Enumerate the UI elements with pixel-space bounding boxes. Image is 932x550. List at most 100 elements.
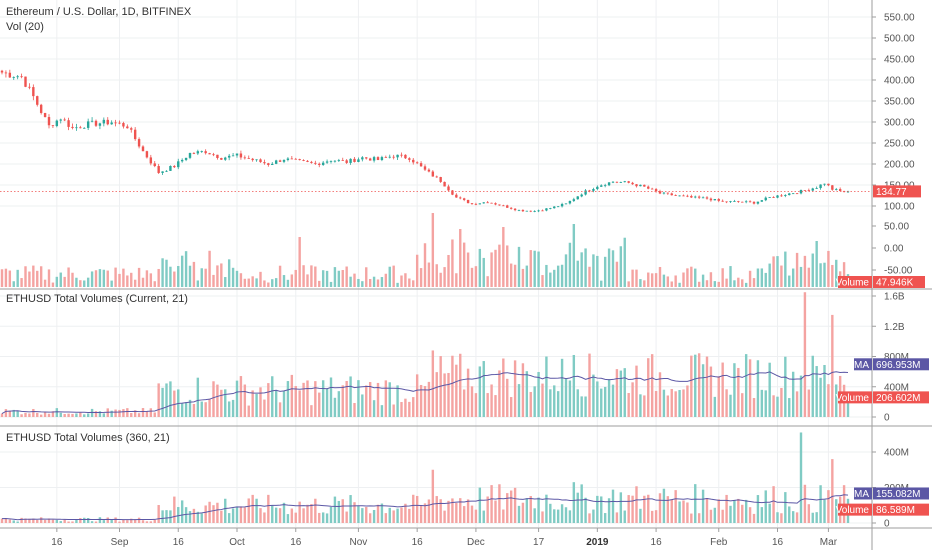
total-volume-current-bar-74 bbox=[290, 374, 294, 417]
total-volume-current-bar-52 bbox=[204, 402, 207, 417]
candle-body-0 bbox=[0, 70, 4, 73]
total-volume-current-bar-177 bbox=[694, 354, 697, 417]
total-volume-current-bar-193 bbox=[756, 360, 760, 417]
total-volume-current-bar-61 bbox=[239, 376, 243, 417]
candle-170 bbox=[666, 192, 670, 195]
volume-bar-175 bbox=[686, 268, 689, 287]
candle-body-186 bbox=[729, 201, 732, 203]
total-volume-current-bar-108 bbox=[423, 386, 427, 417]
total-volume-360-bar-104 bbox=[408, 508, 411, 523]
volume-bar-109 bbox=[427, 262, 431, 287]
total-volume-360-bar-17 bbox=[67, 521, 70, 523]
volume-bar-32 bbox=[126, 275, 129, 287]
total-volume-current-bar-42 bbox=[165, 383, 168, 417]
candle-43 bbox=[169, 165, 172, 172]
total-volume-360-bar-73 bbox=[286, 514, 290, 523]
candle-body-20 bbox=[79, 127, 82, 129]
total-volume-current-bar-204 bbox=[799, 375, 803, 417]
candle-191 bbox=[748, 200, 752, 203]
volume-bar-55 bbox=[216, 265, 219, 287]
total-volume-current-bar-18 bbox=[71, 413, 74, 417]
total-volume-360-bar-48 bbox=[188, 511, 192, 523]
candle-188 bbox=[737, 200, 740, 203]
volume-bar-72 bbox=[282, 275, 286, 287]
candle-body-161 bbox=[631, 182, 634, 185]
candle-body-47 bbox=[184, 157, 188, 160]
volume-bar-145 bbox=[568, 242, 572, 287]
candle-body-84 bbox=[329, 161, 333, 162]
total-volume-current-bar-28 bbox=[110, 410, 113, 417]
total-volume-360-bar-196 bbox=[768, 503, 771, 523]
candle-64 bbox=[251, 157, 254, 162]
total-volume-current-bar-19 bbox=[75, 413, 78, 417]
total-volume-current-bar-172 bbox=[674, 391, 677, 417]
candle-body-111 bbox=[435, 176, 438, 178]
candle-53 bbox=[208, 152, 211, 155]
total-volume-current-bar-80 bbox=[314, 381, 317, 417]
candle-50 bbox=[196, 149, 200, 156]
total-volume-current-bar-31 bbox=[122, 409, 125, 417]
volume-bar-105 bbox=[412, 280, 415, 287]
volume-bar-102 bbox=[400, 275, 403, 287]
candle-76 bbox=[298, 158, 301, 161]
candle-body-80 bbox=[314, 162, 317, 164]
total-volume-360-bar-93 bbox=[365, 507, 368, 523]
volume-bar-73 bbox=[286, 279, 290, 287]
volume-bar-212 bbox=[831, 264, 834, 287]
total-volume-360-bar-35 bbox=[137, 517, 141, 523]
total-volume-current-bar-153 bbox=[600, 388, 603, 417]
candle-body-34 bbox=[133, 129, 137, 140]
candle-130 bbox=[509, 207, 513, 210]
total-volume-current-bar-115 bbox=[451, 355, 454, 417]
price-tick-label-7: 200.00 bbox=[884, 160, 915, 171]
total-volume-current-bar-109 bbox=[427, 381, 431, 417]
total-volume-360-bar-15 bbox=[59, 521, 62, 523]
total-volume-current-bar-194 bbox=[760, 389, 764, 417]
volume-bar-88 bbox=[345, 266, 348, 287]
total-volume-360-bar-61 bbox=[239, 506, 243, 523]
candle-204 bbox=[799, 189, 803, 195]
volume-bar-115 bbox=[451, 239, 454, 287]
volume-bar-8 bbox=[32, 265, 35, 287]
candle-body-76 bbox=[298, 159, 301, 161]
candle-168 bbox=[658, 189, 662, 195]
total-volume-360-bar-36 bbox=[141, 520, 145, 523]
volume-bar-49 bbox=[192, 261, 196, 287]
candle-189 bbox=[741, 201, 744, 203]
candle-183 bbox=[717, 198, 720, 203]
total-volume-360-bar-97 bbox=[380, 503, 384, 523]
volume-bar-116 bbox=[455, 273, 458, 287]
total-volume-360-bar-141 bbox=[553, 509, 556, 523]
total-volume-current-bar-189 bbox=[741, 393, 744, 417]
candle-body-113 bbox=[443, 181, 446, 187]
candle-112 bbox=[439, 176, 442, 183]
volume-bar-123 bbox=[482, 257, 485, 287]
pane2-tick-label-2: 800M bbox=[884, 352, 909, 363]
pane3-volume-value-badge: 86.589M bbox=[873, 503, 929, 516]
volume-bar-192 bbox=[752, 278, 756, 287]
candle-62 bbox=[243, 155, 247, 160]
total-volume-current-bar-120 bbox=[470, 386, 474, 417]
total-volume-current-bar-148 bbox=[580, 396, 583, 417]
candle-4 bbox=[16, 74, 19, 80]
total-volume-360-bar-29 bbox=[114, 517, 117, 523]
volume-bar-86 bbox=[337, 270, 341, 287]
total-volume-360-bar-169 bbox=[662, 488, 666, 523]
total-volume-current-bar-33 bbox=[130, 413, 133, 417]
candle-body-4 bbox=[16, 76, 19, 78]
volume-bar-61 bbox=[239, 273, 243, 287]
total-volume-current-bar-118 bbox=[462, 389, 466, 417]
candle-205 bbox=[803, 189, 807, 191]
total-volume-current-bar-134 bbox=[525, 371, 529, 417]
candle-body-85 bbox=[333, 160, 337, 162]
total-volume-current-bar-106 bbox=[415, 374, 419, 417]
candle-78 bbox=[306, 160, 309, 163]
volume-bar-60 bbox=[235, 270, 239, 287]
volume-bar-204 bbox=[799, 266, 803, 287]
pane2-tick-label-4: 0 bbox=[884, 413, 890, 424]
total-volume-360-bar-125 bbox=[490, 485, 493, 523]
candle-149 bbox=[584, 189, 587, 196]
candle-body-39 bbox=[153, 163, 156, 167]
candle-118 bbox=[462, 197, 466, 202]
candle-114 bbox=[447, 184, 450, 192]
